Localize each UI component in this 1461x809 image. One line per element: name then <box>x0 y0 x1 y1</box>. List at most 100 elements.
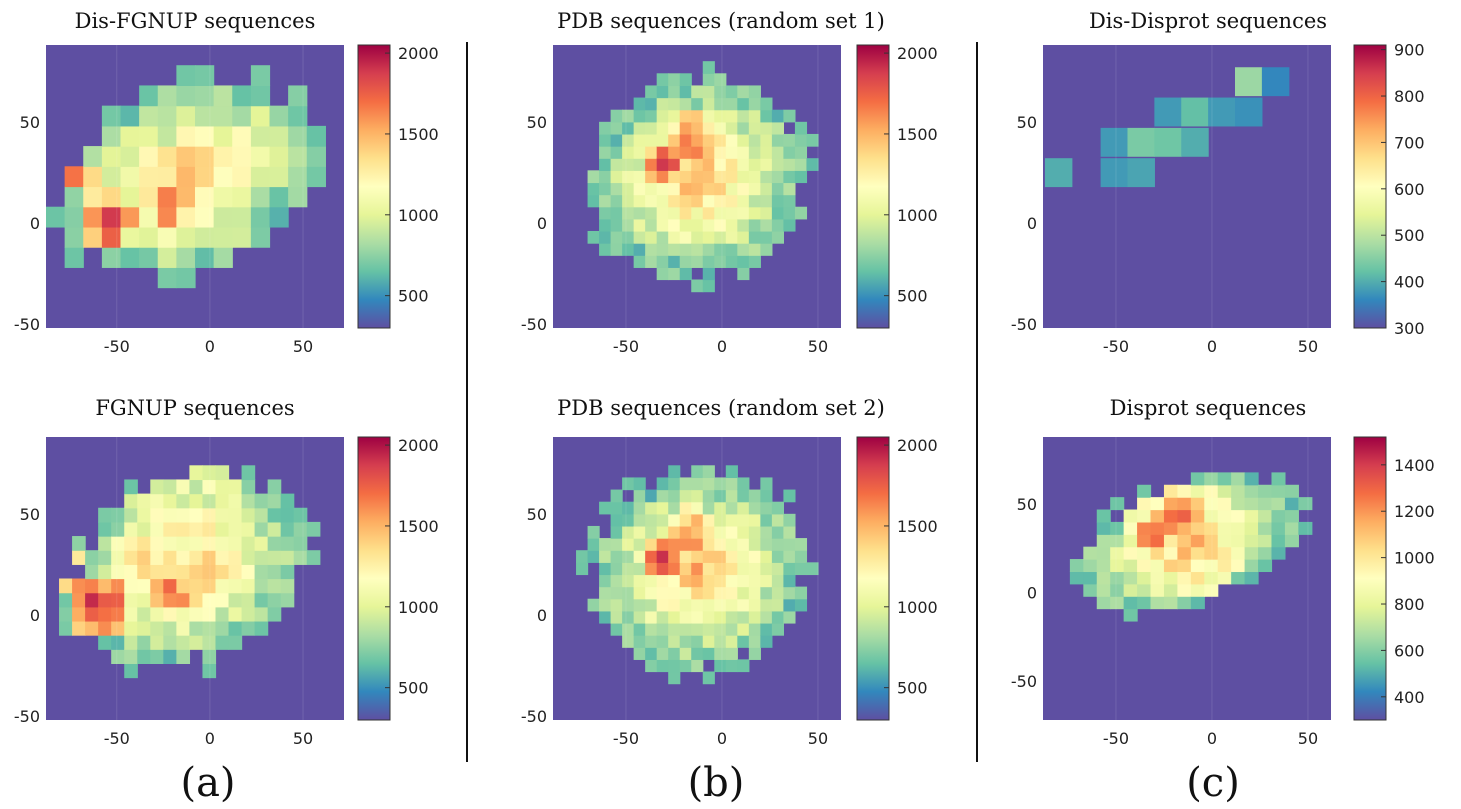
heatmap-cell <box>101 166 122 188</box>
heatmap-cell <box>702 647 715 660</box>
heatmap-cell <box>587 550 600 563</box>
heatmap-cell <box>806 133 819 147</box>
heatmap-cell <box>668 85 681 99</box>
heatmap-cell <box>760 230 773 244</box>
heatmap-cell <box>783 598 796 612</box>
heatmap-cell <box>679 635 692 648</box>
heatmap-cell <box>150 564 164 580</box>
heatmap-cell <box>124 635 138 650</box>
heatmap-cell <box>771 194 784 208</box>
heatmap-cell <box>599 562 612 576</box>
y-tick-label: 0 <box>1027 214 1037 233</box>
heatmap-cell <box>610 218 623 232</box>
heatmap-cell <box>737 598 750 612</box>
heatmap-cell <box>202 536 217 551</box>
heatmap-cell <box>599 243 612 256</box>
heatmap-cell <box>306 166 326 188</box>
heatmap-cell <box>702 279 715 293</box>
heatmap-cell <box>794 146 808 159</box>
heatmap-cell <box>1231 509 1246 523</box>
heatmap-cell <box>679 647 692 660</box>
heatmap-cell <box>189 479 204 495</box>
heatmap-cell <box>269 206 289 228</box>
heatmap-cell <box>610 501 623 515</box>
heatmap-cell <box>691 598 704 612</box>
heatmap-cell <box>656 109 669 123</box>
heatmap-cell <box>64 186 84 208</box>
heatmap-cell <box>202 592 217 608</box>
heatmap-cell <box>1271 509 1286 523</box>
heatmap-cell <box>228 606 243 622</box>
heatmap-cell <box>228 578 243 594</box>
heatmap-cell <box>189 620 204 636</box>
heatmap-cell <box>1110 546 1125 560</box>
heatmap-cell <box>783 206 796 220</box>
heatmap-cell <box>1096 596 1111 610</box>
x-tick-label: -50 <box>104 337 130 356</box>
heatmap-cell <box>1231 571 1246 585</box>
heatmap-cell <box>215 536 230 551</box>
heatmap-cell <box>163 592 177 608</box>
heatmap-cells <box>1044 67 1290 188</box>
heatmap-cell <box>137 606 151 622</box>
heatmap-cell <box>176 507 191 523</box>
heatmap-cell <box>771 622 784 636</box>
heatmap-cell <box>748 635 761 648</box>
heatmap-cell <box>1163 583 1178 597</box>
heatmap-cell <box>599 501 612 515</box>
heatmap-cell <box>83 186 103 208</box>
heatmap-cell <box>599 218 612 232</box>
heatmap-cell <box>98 507 112 523</box>
heatmap-cell <box>737 501 750 515</box>
x-tick-label: 0 <box>717 337 727 356</box>
heatmap-cell <box>250 125 271 147</box>
heatmap-cell <box>111 564 125 580</box>
heatmap-cell <box>679 121 692 135</box>
heatmap-cell <box>157 247 177 268</box>
heatmap-cell <box>215 592 230 608</box>
heatmap-cell <box>725 550 738 563</box>
heatmap-cell <box>176 85 196 107</box>
heatmap-cell <box>587 538 600 551</box>
heatmap-cell <box>232 206 252 228</box>
heatmap-cell <box>232 105 252 127</box>
heatmap-cell <box>1163 521 1178 535</box>
heatmap-cell <box>1083 546 1098 560</box>
heatmap-cell <box>250 146 271 167</box>
heatmap-cell <box>1100 158 1129 188</box>
heatmap-cell <box>254 578 269 594</box>
heatmap-cell <box>714 562 727 576</box>
heatmap-cell <box>189 521 204 537</box>
heatmap-cell <box>1190 534 1205 548</box>
colorbar-tick-label: 500 <box>1394 226 1425 245</box>
heatmap-cell <box>176 267 196 289</box>
heatmap-cell <box>622 501 635 515</box>
heatmap-cell <box>702 243 715 256</box>
heatmap-cell <box>702 182 715 196</box>
heatmap-cell <box>1110 497 1125 511</box>
heatmap-cell <box>679 243 692 256</box>
heatmap-cell <box>714 133 727 147</box>
heatmap-cell <box>124 493 138 509</box>
heatmap-cell <box>101 226 122 248</box>
heatmap-cell <box>150 536 164 551</box>
heatmap-cell <box>760 538 773 551</box>
heatmap-cell <box>587 598 600 612</box>
heatmap-cell <box>72 536 86 551</box>
heatmap-cell <box>783 525 796 539</box>
heatmap-cell <box>656 146 669 159</box>
heatmap-cell <box>691 550 704 563</box>
heatmap-cell <box>656 121 669 135</box>
heatmap-cell <box>622 477 635 491</box>
heatmap-cell <box>254 620 269 636</box>
y-tick-label: 0 <box>537 214 547 233</box>
heatmap-cell <box>725 598 738 612</box>
heatmap-cell <box>1163 546 1178 560</box>
heatmap-cell <box>228 550 243 565</box>
heatmap-cell <box>691 465 704 479</box>
heatmap-cell <box>691 218 704 232</box>
heatmap-cell <box>72 592 86 608</box>
heatmap-cell <box>668 206 681 220</box>
colorbar-tick-label: 1500 <box>398 125 439 144</box>
